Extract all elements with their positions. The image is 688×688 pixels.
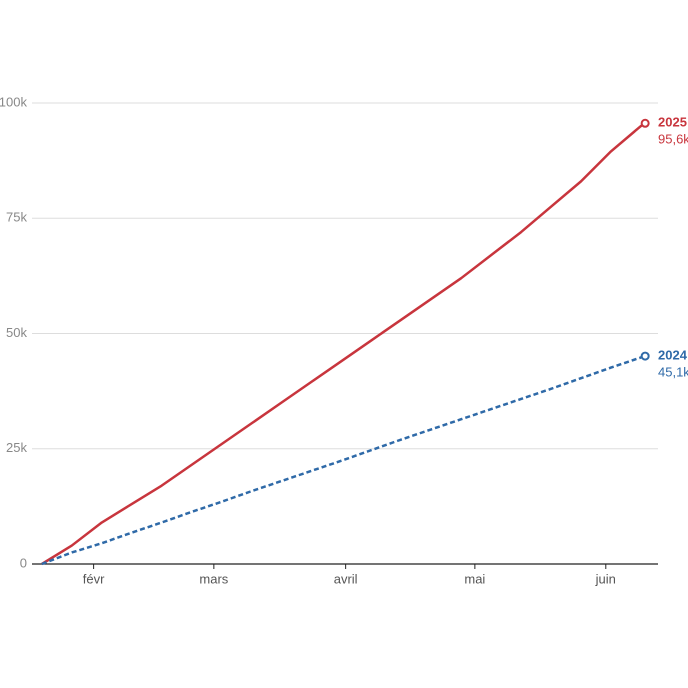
y-tick-label: 50k — [6, 325, 27, 340]
end-marker — [640, 118, 650, 128]
x-tick-label: mai — [464, 571, 485, 586]
line — [41, 354, 646, 566]
x-tick-label: avril — [334, 571, 358, 586]
series-label: 2025 — [658, 115, 687, 130]
y-tick-label: 100k — [0, 94, 27, 109]
value-label: 95,6k — [658, 132, 688, 147]
x-tick-label: mars — [199, 571, 228, 586]
line — [41, 122, 646, 566]
value-label: 45,1k — [658, 365, 688, 380]
y-tick-label: 0 — [20, 555, 27, 570]
x-tick-label: juin — [595, 571, 616, 586]
series-label: 2024 — [658, 348, 688, 363]
y-tick-label: 75k — [6, 210, 27, 225]
x-tick-label: févr — [83, 571, 105, 586]
y-tick-label: 25k — [6, 440, 27, 455]
end-marker — [640, 351, 650, 361]
